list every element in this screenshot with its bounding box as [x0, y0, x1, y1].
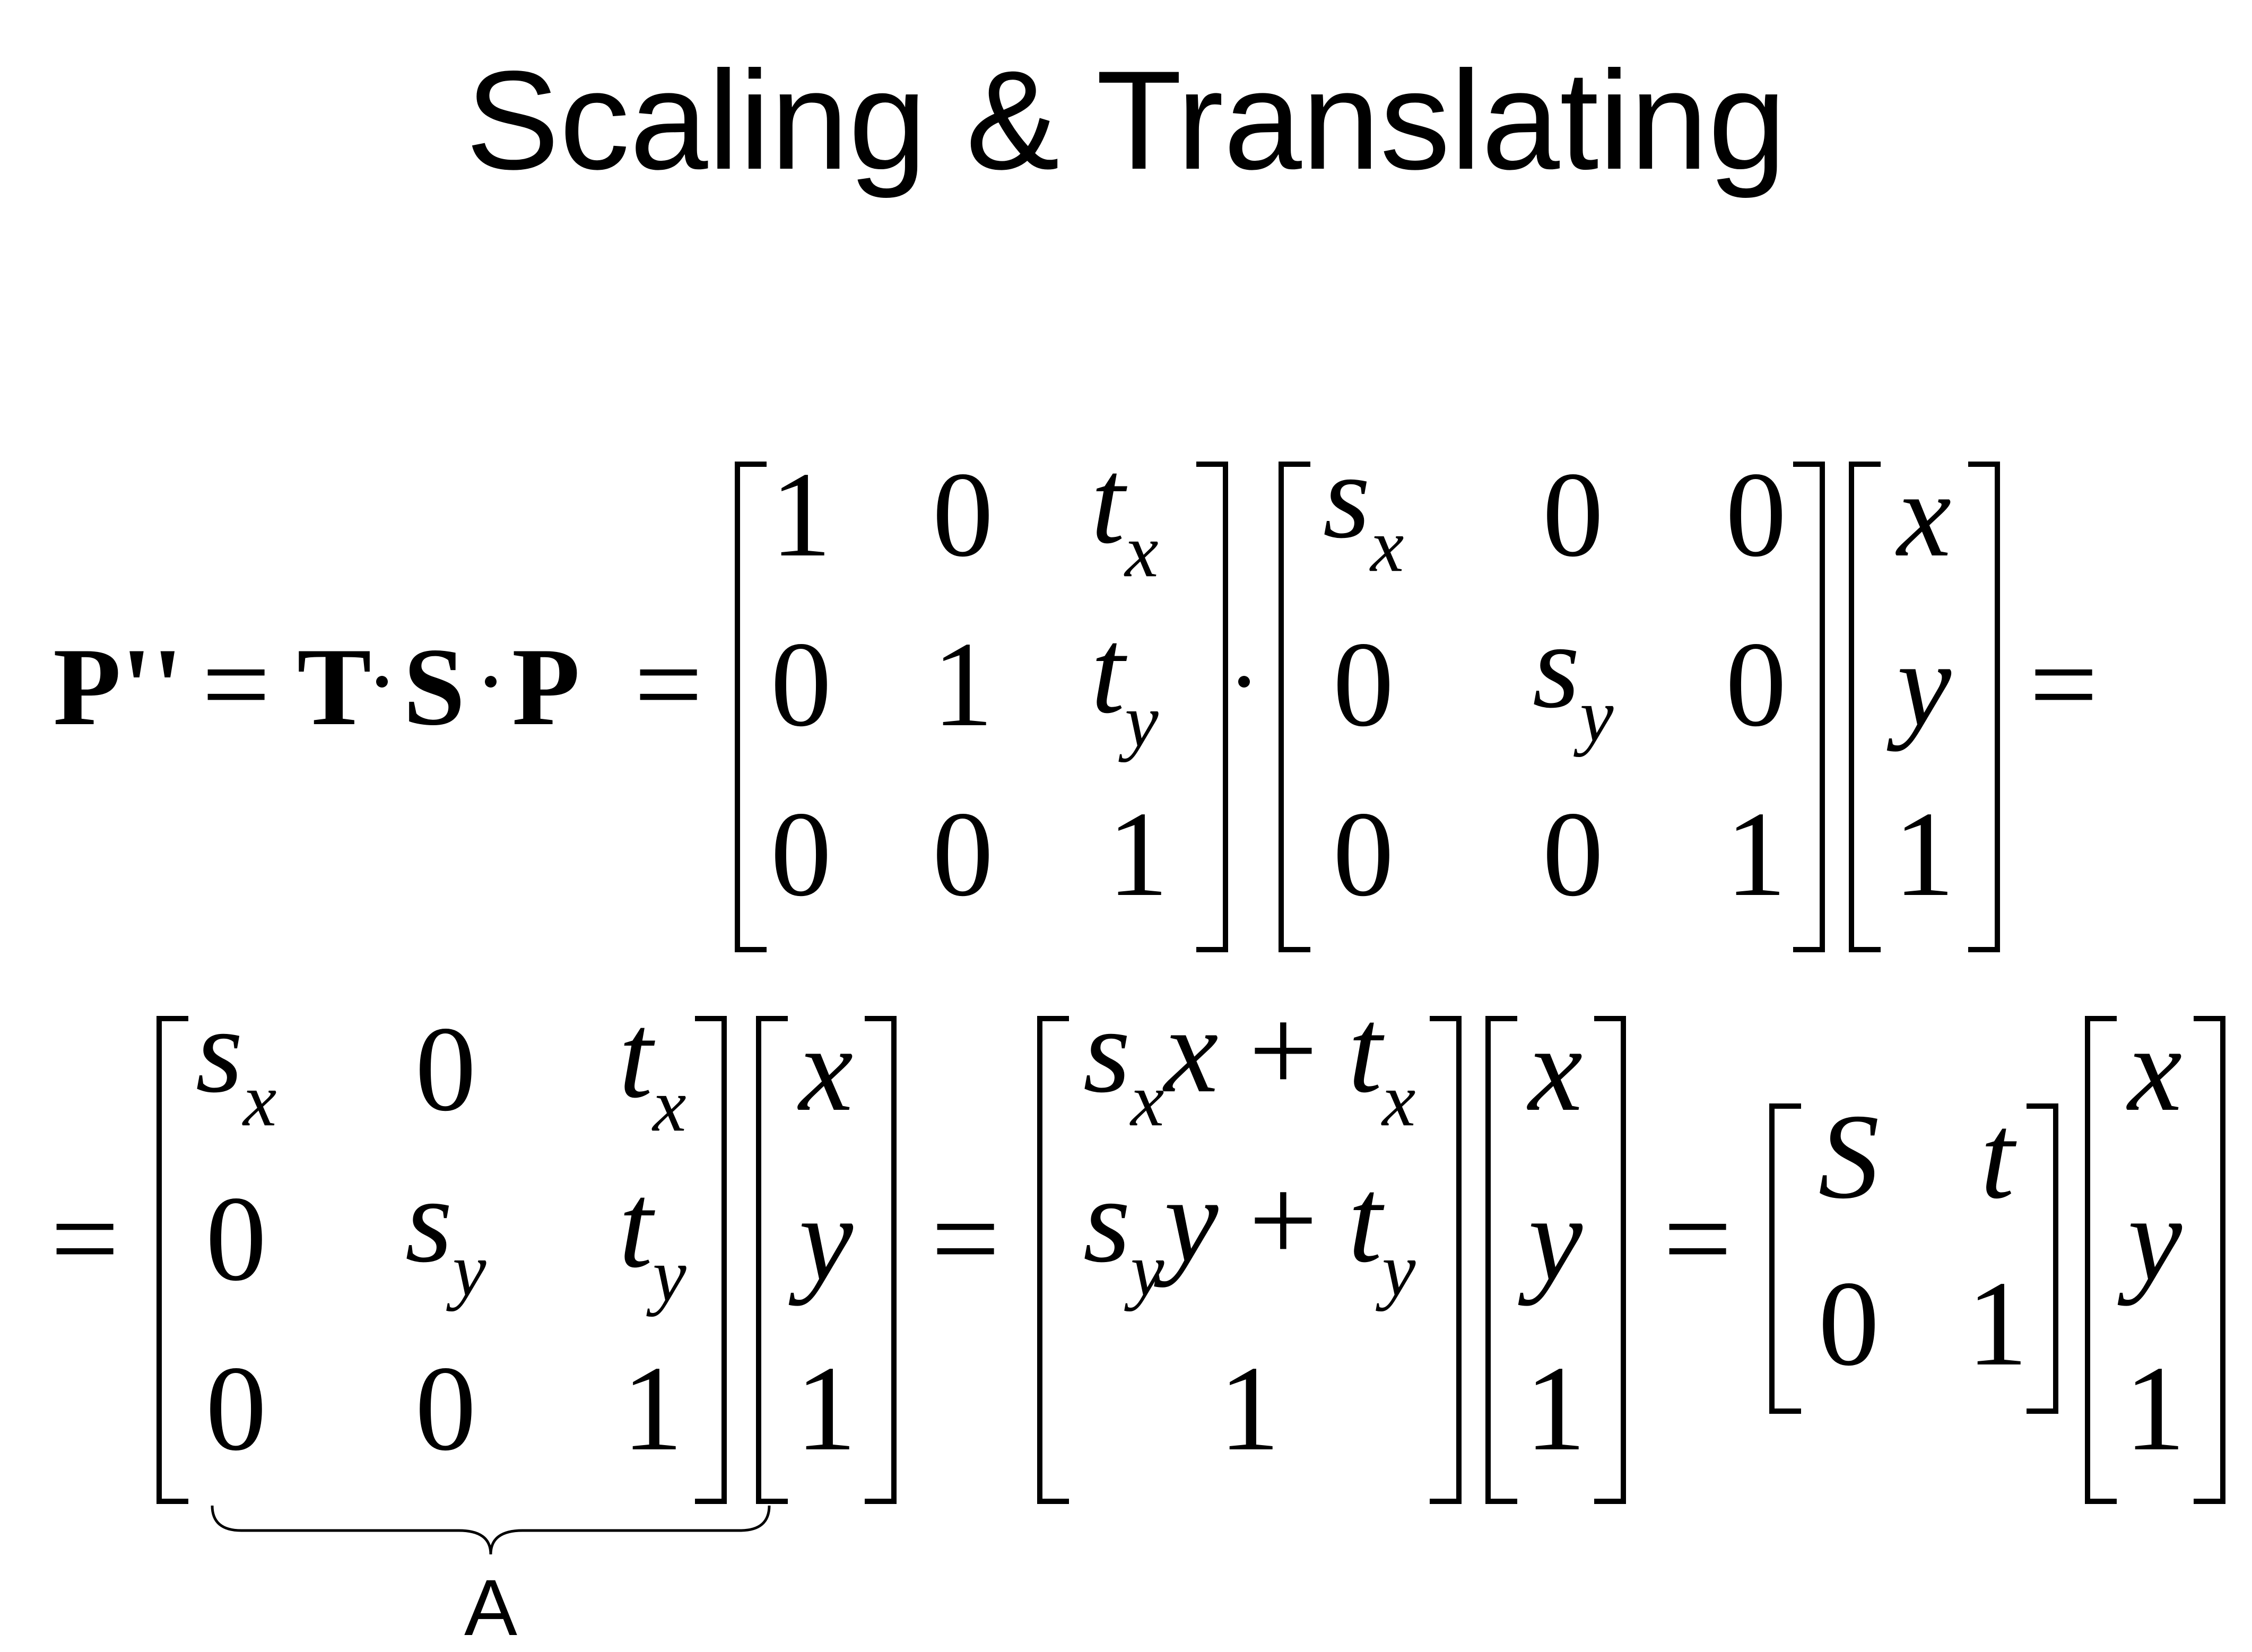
equals-sign: = [931, 1171, 1000, 1306]
block-cell: S [1818, 1089, 1880, 1224]
matrix-cell: 0 [1725, 616, 1787, 752]
matrix-cell: 1 [932, 616, 994, 752]
page-title: Scaling & Translating [465, 42, 1787, 199]
matrix-cell: 0 [1333, 786, 1394, 921]
left-bracket [1485, 1016, 1517, 1504]
result-cell: 1 [1219, 1341, 1280, 1476]
result-cell: sxx + tx [1083, 982, 1416, 1142]
multiply-dot [485, 676, 497, 688]
right-bracket [865, 1016, 897, 1504]
block-cell: t [1980, 1089, 2014, 1224]
vector-cell: 1 [795, 1341, 857, 1476]
point-vector: x y 1 [1849, 454, 2000, 952]
matrix-cell: 1 [770, 447, 832, 582]
matrix-cell: 0 [205, 1341, 267, 1476]
matrix-cell: 0 [415, 1341, 476, 1476]
vector-cell: x [1528, 1001, 1583, 1136]
matrix-cell: 0 [770, 616, 832, 752]
equals-sign: = [634, 616, 703, 752]
block-cell: 1 [1967, 1256, 2028, 1391]
matrix-cell: tx [619, 988, 686, 1147]
vector-cell: y [1897, 616, 1952, 752]
affine-matrix: sx 0 tx 0 sy ty 0 0 1 [156, 989, 727, 1504]
matrix-cell: 1 [1725, 786, 1787, 921]
vector-p-symbol: P [512, 625, 580, 749]
left-bracket [1279, 462, 1310, 952]
vector-cell: y [2127, 1171, 2183, 1306]
matrix-cell: 0 [415, 1001, 476, 1136]
matrix-s-symbol: S [403, 625, 465, 749]
matrix-cell: 0 [205, 1171, 267, 1306]
left-bracket [2085, 1016, 2117, 1504]
matrix-cell: sx [195, 982, 277, 1142]
vector-cell: x [1897, 447, 1952, 582]
vector-cell: y [798, 1171, 854, 1306]
block-matrix: S t 0 1 [1769, 1095, 2058, 1414]
matrix-cell: 0 [932, 447, 994, 582]
equals-sign: = [202, 616, 271, 752]
multiply-dot [376, 676, 388, 688]
block-cell: 0 [1818, 1256, 1880, 1391]
vector-cell: x [2127, 1001, 2183, 1136]
point-vector: x y 1 [2085, 1008, 2225, 1504]
right-bracket [695, 1016, 727, 1504]
right-bracket [1968, 462, 2000, 952]
right-bracket [1430, 1016, 1462, 1504]
left-bracket [1849, 462, 1881, 952]
matrix-cell: 0 [1542, 447, 1604, 582]
right-bracket [1793, 462, 1825, 952]
result-cell: syy + ty [1083, 1152, 1416, 1312]
matrix-cell: 0 [932, 786, 994, 921]
vector-cell: y [1528, 1171, 1583, 1306]
matrix-cell: 1 [622, 1341, 683, 1476]
equals-sign: = [50, 1171, 119, 1306]
vector-cell: x [798, 1001, 854, 1136]
translation-matrix: 1 0 tx 0 1 ty 0 0 1 [735, 440, 1228, 952]
vector-cell: 1 [1893, 786, 1955, 921]
matrix-t-symbol: T [297, 625, 372, 749]
result-vector: sxx + tx syy + ty 1 [1037, 989, 1462, 1504]
matrix-cell: tx [1091, 433, 1159, 593]
left-bracket [156, 1016, 188, 1504]
left-bracket [1769, 1103, 1801, 1414]
underbrace [211, 1505, 771, 1555]
left-bracket [735, 462, 767, 952]
scale-matrix: sx 0 0 0 sy 0 0 0 1 [1279, 435, 1825, 952]
point-vector: x y 1 [756, 1008, 897, 1504]
left-bracket [1037, 1016, 1069, 1504]
matrix-cell: 0 [1542, 786, 1604, 921]
matrix-cell: sy [405, 1152, 486, 1312]
point-vector: x y 1 [1485, 1008, 1626, 1504]
right-bracket [2194, 1016, 2225, 1504]
brace-label-a: A [464, 1563, 518, 1652]
equals-sign: = [1663, 1171, 1732, 1306]
right-bracket [1196, 462, 1228, 952]
left-bracket [756, 1016, 788, 1504]
lhs-p-double-prime: P'' [53, 625, 183, 749]
right-bracket [1594, 1016, 1626, 1504]
vector-cell: 1 [1525, 1341, 1586, 1476]
matrix-cell: 0 [1725, 447, 1787, 582]
matrix-cell: ty [1091, 603, 1159, 763]
matrix-cell: sx [1323, 428, 1404, 588]
matrix-cell: 1 [1107, 786, 1169, 921]
right-bracket [2027, 1103, 2058, 1414]
matrix-cell: ty [619, 1158, 686, 1317]
matrix-cell: 0 [1333, 616, 1394, 752]
matrix-cell: sy [1532, 598, 1614, 758]
vector-cell: 1 [2124, 1341, 2186, 1476]
equals-sign: = [2029, 616, 2098, 752]
multiply-dot [1238, 676, 1250, 688]
matrix-cell: 0 [770, 786, 832, 921]
